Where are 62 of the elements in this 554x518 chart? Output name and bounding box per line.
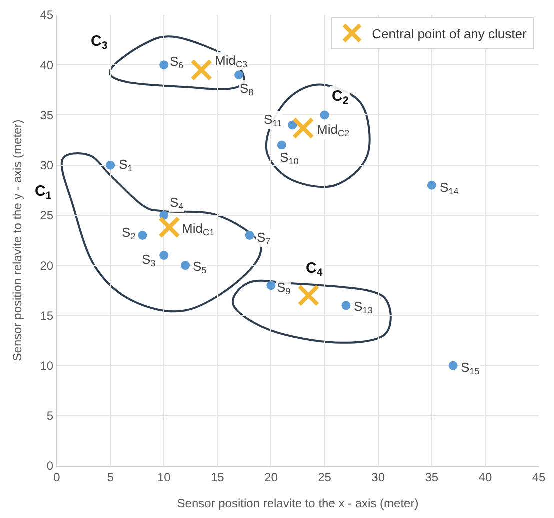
point (448, 361, 458, 370)
x-tick-label: 5 (107, 470, 114, 484)
y-tick-label: 5 (46, 409, 54, 424)
annotation: Mid$_{C1}$ (182, 221, 215, 238)
x-tick-label: 15 (210, 470, 225, 484)
point (292, 117, 314, 140)
y-axis-title: Sensor position relavite to the y - axis (meter) (10, 120, 25, 362)
annotation: C$_{4}$ (306, 260, 323, 280)
point (106, 160, 116, 170)
annotation: S$_{3}$ (142, 252, 156, 269)
legend-label: Central point of any cluster (372, 26, 528, 42)
point (160, 210, 169, 220)
x-tick-label: 30 (372, 470, 386, 484)
y-tick-label: 10 (40, 358, 54, 373)
point (342, 301, 351, 310)
y-tick-label: 30 (40, 158, 54, 173)
annotation: S$_{10}$ (280, 150, 299, 167)
annotation: S$_{9}$ (277, 280, 291, 297)
point (266, 281, 276, 290)
x-tick-label: 35 (425, 470, 439, 484)
point (234, 70, 244, 80)
y-tick-label: 0 (46, 459, 54, 474)
point (298, 284, 320, 307)
annotation: S$_{5}$ (193, 259, 207, 276)
annotation: S$_{2}$ (122, 225, 136, 242)
annotation: S$_{4}$ (170, 195, 184, 212)
annotation: S$_{7}$ (257, 230, 271, 247)
annotation: S$_{14}$ (440, 180, 459, 197)
point (138, 230, 148, 240)
point (158, 216, 180, 238)
y-tick-label: 15 (40, 308, 54, 323)
y-tick-label: 40 (40, 58, 54, 72)
y-tick-label: 45 (40, 8, 54, 22)
point (190, 59, 213, 82)
annotation: S$_{11}$ (264, 112, 282, 129)
x-tick-label: 20 (264, 470, 278, 484)
annotation: S$_{8}$ (240, 81, 254, 98)
annotation: Mid$_{C3}$ (215, 53, 248, 70)
point (288, 120, 298, 130)
x-axis-title: Sensor position relavite to the x - axis (meter) (177, 496, 419, 510)
point (320, 110, 330, 120)
annotation: Mid$_{C2}$ (317, 122, 350, 139)
point (160, 60, 169, 70)
annotation: C$_{2}$ (332, 88, 349, 108)
annotation: S$_{13}$ (354, 299, 373, 316)
annotation: S$_{15}$ (461, 360, 480, 377)
point (160, 251, 169, 260)
y-tick-label: 25 (40, 208, 54, 223)
annotation: S$_{1}$ (119, 157, 133, 174)
y-tick-label: 20 (40, 258, 54, 273)
point (427, 180, 436, 190)
point (245, 230, 254, 240)
annotation: C$_{3}$ (91, 33, 108, 52)
point (181, 261, 190, 270)
x-tick-label: 10 (157, 470, 172, 484)
x-tick-label: 45 (532, 470, 546, 484)
annotation: S$_{6}$ (170, 54, 184, 71)
x-tick-label: 25 (318, 470, 332, 484)
y-tick-label: 35 (40, 108, 54, 122)
x-tick-label: 40 (478, 470, 492, 484)
text: C$_{1}$ (35, 183, 52, 202)
point (277, 140, 286, 150)
